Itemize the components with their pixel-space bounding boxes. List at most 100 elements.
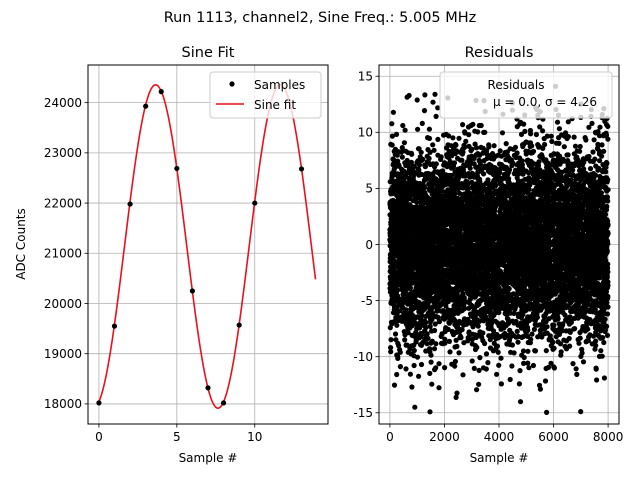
residual-point <box>397 349 403 355</box>
sine-fit-legend: Samples Sine fit <box>209 71 322 119</box>
residual-point <box>389 142 395 148</box>
residual-point <box>456 135 462 141</box>
residual-point <box>436 361 442 367</box>
residual-point <box>424 331 430 337</box>
residual-point <box>485 360 491 366</box>
sample-point <box>205 385 211 391</box>
sample-point <box>220 400 227 406</box>
residual-point <box>478 122 484 129</box>
residual-point <box>447 349 453 355</box>
residual-point <box>491 143 497 149</box>
sine-fit-ytick-label: 23000 <box>44 146 82 160</box>
legend-samples-label: Samples <box>254 78 305 92</box>
residual-point <box>411 347 417 354</box>
residual-point <box>442 340 448 346</box>
residual-point <box>428 352 434 358</box>
residual-point <box>407 371 413 377</box>
residual-point <box>409 151 415 157</box>
residual-point <box>426 135 433 141</box>
residual-point <box>451 160 458 166</box>
residual-point <box>407 285 413 291</box>
residual-point <box>412 404 418 410</box>
residual-point <box>423 348 429 354</box>
residual-point <box>453 394 459 400</box>
residuals-plot-area <box>387 83 611 415</box>
residual-point <box>450 135 456 141</box>
residual-point <box>389 133 395 139</box>
residual-point <box>389 121 395 127</box>
residual-point <box>395 287 401 293</box>
residual-point <box>452 363 458 369</box>
residual-point <box>427 370 433 376</box>
residual-point <box>458 335 464 341</box>
residual-point <box>433 365 439 371</box>
sine-fit-xtick-label: 5 <box>173 430 181 444</box>
residual-point <box>497 148 503 154</box>
residual-point <box>494 343 500 349</box>
residual-point <box>430 99 436 105</box>
residual-point <box>471 365 477 371</box>
sine-fit-ytick-label: 18000 <box>44 397 82 411</box>
residual-point <box>460 122 466 128</box>
residual-point <box>498 355 504 361</box>
residual-point <box>409 384 415 390</box>
residual-point <box>408 159 414 165</box>
residual-point <box>474 344 480 350</box>
residual-point <box>432 327 438 334</box>
residual-point <box>463 138 469 144</box>
residual-point <box>430 142 436 148</box>
residual-point <box>469 146 475 152</box>
residual-point <box>459 157 465 163</box>
sample-point <box>143 103 149 109</box>
sine-fit-xtick-label: 10 <box>247 430 262 444</box>
residual-point <box>406 92 412 99</box>
residual-point <box>481 171 487 177</box>
sine-fit-ytick-label: 21000 <box>44 247 82 261</box>
residual-point <box>400 122 406 129</box>
residual-point <box>498 381 504 387</box>
residual-point <box>421 184 427 190</box>
sample-point <box>236 322 242 328</box>
residual-point <box>460 372 466 378</box>
residual-point <box>428 359 434 365</box>
residual-point <box>426 155 432 162</box>
residual-point <box>415 126 421 132</box>
residual-point <box>521 354 527 361</box>
residual-point <box>414 199 420 205</box>
sine-fit-title: Sine Fit <box>182 45 235 61</box>
residual-point <box>476 381 482 387</box>
residuals-title: Residuals <box>465 45 534 61</box>
sine-fit-ytick-label: 22000 <box>44 196 82 210</box>
sine-fit-ytick-label: 24000 <box>44 96 82 110</box>
figure-suptitle: Run 1113, channel2, Sine Freq.: 5.005 MH… <box>164 10 477 26</box>
residual-point <box>515 339 521 345</box>
residual-point <box>418 149 424 155</box>
sample-point <box>111 323 118 329</box>
residual-point <box>401 140 407 146</box>
residual-point <box>414 354 421 360</box>
residual-point <box>521 121 527 127</box>
sine-fit-xlabel: Sample # <box>179 451 238 465</box>
residual-point <box>452 358 458 365</box>
sine-fit-ylabel: ADC Counts <box>14 208 28 280</box>
residual-point <box>497 170 503 176</box>
sample-point <box>127 201 133 207</box>
residual-point <box>509 342 515 348</box>
residual-point <box>496 309 502 316</box>
residual-point <box>399 145 405 151</box>
residual-point <box>494 371 500 377</box>
residual-point <box>506 286 512 292</box>
residual-point <box>469 358 475 364</box>
residual-point <box>399 154 405 160</box>
residual-point <box>431 346 438 352</box>
residual-point <box>486 144 492 150</box>
residual-point <box>405 330 411 336</box>
residual-point <box>511 350 517 356</box>
residual-point <box>516 381 523 387</box>
sample-point <box>252 200 258 206</box>
residual-point <box>420 156 426 162</box>
residual-point <box>388 349 394 355</box>
residual-point <box>432 91 438 97</box>
